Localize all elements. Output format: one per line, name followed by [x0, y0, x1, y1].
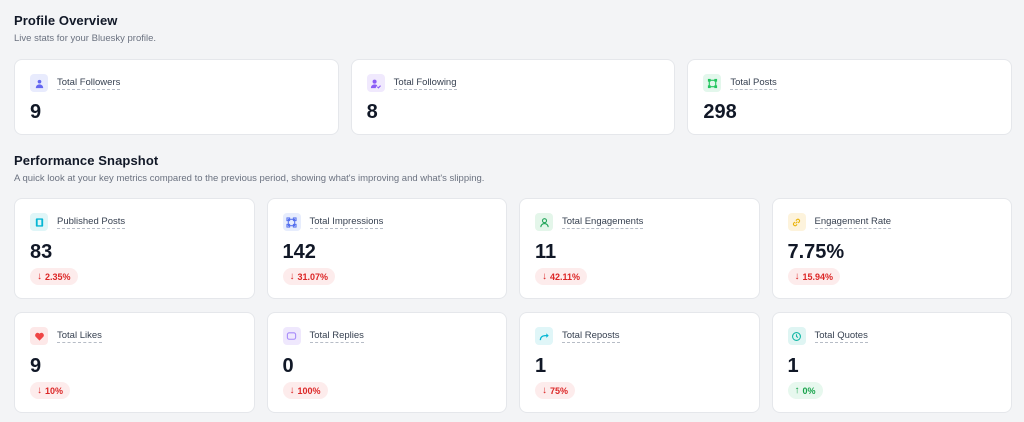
stat-value: 1	[535, 355, 547, 377]
stat-card-published-posts: Published Posts 83 ↓ 2.35%	[14, 198, 255, 299]
repost-arrow-icon	[535, 327, 553, 345]
book-icon	[30, 213, 48, 231]
link-icon	[787, 213, 806, 231]
stat-label[interactable]: Engagement Rate	[814, 215, 892, 229]
delta-value: 10%	[45, 385, 64, 396]
stat-card-total-quotes: Total Quotes 1 ↑ 0%	[771, 312, 1012, 413]
frame-icon	[703, 74, 722, 92]
stat-card-total-reposts: Total Reposts 1 ↓ 75%	[519, 312, 760, 413]
stat-card-total-followers: Total Followers 9	[14, 59, 339, 135]
delta-value: 0%	[802, 385, 816, 396]
delta-badge: ↓ 42.11%	[535, 268, 588, 285]
arrow-down-icon: ↓	[37, 270, 42, 282]
delta-badge: ↓ 10%	[30, 382, 71, 399]
stat-value: 9	[30, 355, 42, 377]
delta-badge: ↓ 15.94%	[787, 268, 841, 285]
delta-badge: ↓ 75%	[535, 382, 576, 399]
stat-label[interactable]: Total Likes	[57, 329, 102, 343]
stat-label[interactable]: Total Following	[393, 76, 457, 90]
section-title: Profile Overview	[14, 13, 118, 28]
delta-value: 15.94%	[802, 271, 834, 282]
section-subtitle: Live stats for your Bluesky profile.	[14, 33, 157, 44]
section-title: Performance Snapshot	[14, 153, 159, 168]
delta-badge: ↓ 100%	[282, 382, 328, 399]
stat-value: 1	[787, 355, 799, 377]
stat-value: 8	[366, 101, 378, 123]
section-subtitle: A quick look at your key metrics compare…	[14, 173, 485, 184]
stat-label[interactable]: Total Replies	[309, 329, 364, 343]
stat-card-total-impressions: Total Impressions 142 ↓ 31.07%	[266, 198, 507, 299]
stat-value: 83	[30, 241, 53, 263]
heart-icon	[30, 327, 48, 345]
stat-value: 142	[282, 241, 316, 263]
clock-icon	[787, 327, 806, 345]
performance-stats-grid: Published Posts 83 ↓ 2.35% Total Impress…	[14, 198, 1012, 413]
arrow-down-icon: ↓	[37, 384, 42, 396]
stat-label[interactable]: Published Posts	[57, 215, 126, 229]
users-icon	[30, 74, 48, 92]
delta-value: 100%	[297, 385, 321, 396]
stat-card-total-replies: Total Replies 0 ↓ 100%	[266, 312, 507, 413]
profile-overview-header: Profile Overview Live stats for your Blu…	[14, 13, 156, 44]
stat-value: 9	[30, 101, 42, 123]
user-icon	[535, 213, 553, 231]
stat-value: 298	[703, 101, 737, 123]
stat-card-total-likes: Total Likes 9 ↓ 10%	[14, 312, 255, 413]
stat-label[interactable]: Total Reposts	[562, 329, 620, 343]
delta-badge: ↓ 2.35%	[30, 268, 78, 285]
frame-icon	[282, 213, 301, 231]
profile-stats-grid: Total Followers 9 Total Following 8 Tota…	[14, 59, 1012, 135]
performance-snapshot-header: Performance Snapshot A quick look at you…	[14, 153, 484, 184]
stat-label[interactable]: Total Engagements	[562, 215, 644, 229]
arrow-down-icon: ↓	[289, 270, 295, 282]
stat-card-total-engagements: Total Engagements 11 ↓ 42.11%	[519, 198, 760, 299]
delta-value: 75%	[550, 385, 569, 396]
stat-label[interactable]: Total Followers	[57, 76, 121, 90]
stat-label[interactable]: Total Impressions	[309, 215, 384, 229]
stat-value: 11	[535, 241, 557, 263]
arrow-up-icon: ↑	[794, 384, 800, 396]
stat-card-total-following: Total Following 8	[350, 59, 676, 135]
stat-label[interactable]: Total Posts	[730, 76, 777, 90]
delta-badge: ↑ 0%	[787, 382, 823, 399]
chat-icon	[282, 327, 301, 345]
arrow-down-icon: ↓	[542, 384, 547, 396]
delta-value: 31.07%	[297, 271, 329, 282]
stat-value: 0	[282, 355, 294, 377]
stat-card-total-posts: Total Posts 298	[687, 59, 1012, 135]
delta-badge: ↓ 31.07%	[282, 268, 336, 285]
arrow-down-icon: ↓	[794, 270, 800, 282]
stat-label[interactable]: Total Quotes	[814, 329, 868, 343]
arrow-down-icon: ↓	[542, 270, 547, 282]
delta-value: 42.11%	[550, 271, 581, 282]
stat-value: 7.75%	[787, 241, 845, 263]
delta-value: 2.35%	[45, 271, 71, 282]
stat-card-engagement-rate: Engagement Rate 7.75% ↓ 15.94%	[771, 198, 1012, 299]
user-follow-icon	[366, 74, 385, 92]
arrow-down-icon: ↓	[289, 384, 295, 396]
